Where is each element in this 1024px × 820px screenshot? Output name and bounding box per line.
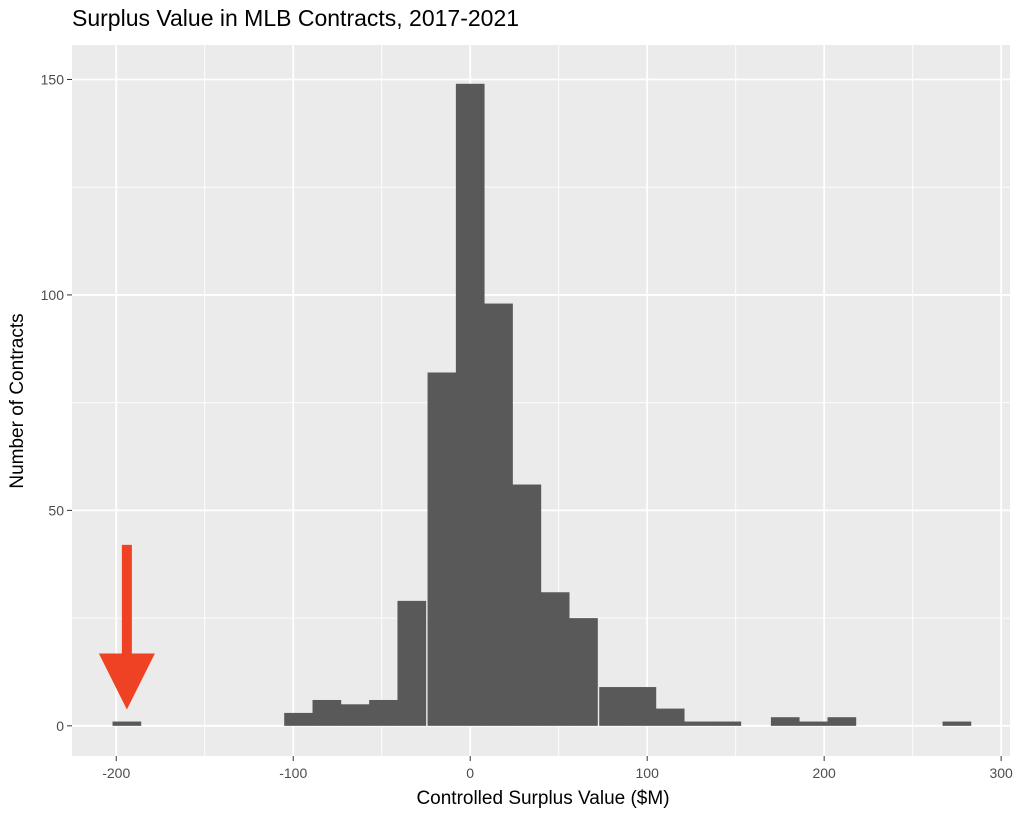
x-tick-label: 100 [636, 765, 660, 781]
histogram-bar [942, 721, 972, 726]
histogram-bar [484, 303, 513, 726]
arrow-head [98, 653, 155, 710]
histogram-bar [340, 704, 370, 726]
x-tick-label: 300 [989, 765, 1013, 781]
y-tick-label: 0 [56, 718, 64, 734]
histogram-bar [627, 687, 657, 726]
histogram-bars [112, 83, 972, 726]
histogram-bar [827, 717, 857, 726]
histogram-bar [599, 687, 628, 726]
histogram-bar [512, 484, 542, 726]
chart-title: Surplus Value in MLB Contracts, 2017-202… [72, 5, 519, 31]
histogram-bar [569, 618, 598, 726]
x-tick-label: -200 [102, 765, 130, 781]
histogram-bar [712, 721, 742, 726]
histogram-bar [770, 717, 800, 726]
histogram-bar [397, 600, 427, 726]
histogram-bar [284, 712, 313, 726]
histogram-bar [540, 592, 570, 726]
histogram-bar [684, 721, 713, 726]
x-tick-label: 0 [466, 765, 474, 781]
arrow-shaft [121, 544, 132, 658]
histogram-bar [112, 721, 142, 726]
histogram-bar [455, 83, 485, 726]
y-tick-label: 50 [48, 502, 64, 518]
x-tick-label: -100 [279, 765, 307, 781]
annotation-layer [98, 544, 155, 710]
y-axis-title: Number of Contracts [7, 313, 28, 488]
histogram-bar [369, 699, 398, 726]
histogram-bar [799, 721, 828, 726]
y-tick-label: 150 [41, 71, 65, 87]
histogram-bar [655, 708, 685, 726]
x-tick-label: 200 [812, 765, 836, 781]
histogram-bar [427, 372, 457, 726]
x-axis-title: Controlled Surplus Value ($M) [416, 788, 669, 809]
y-tick-label: 100 [41, 287, 65, 303]
histogram-bar [312, 699, 342, 726]
axes: -200 -100 0 100 200 300 0 50 100 150 [41, 71, 1013, 781]
